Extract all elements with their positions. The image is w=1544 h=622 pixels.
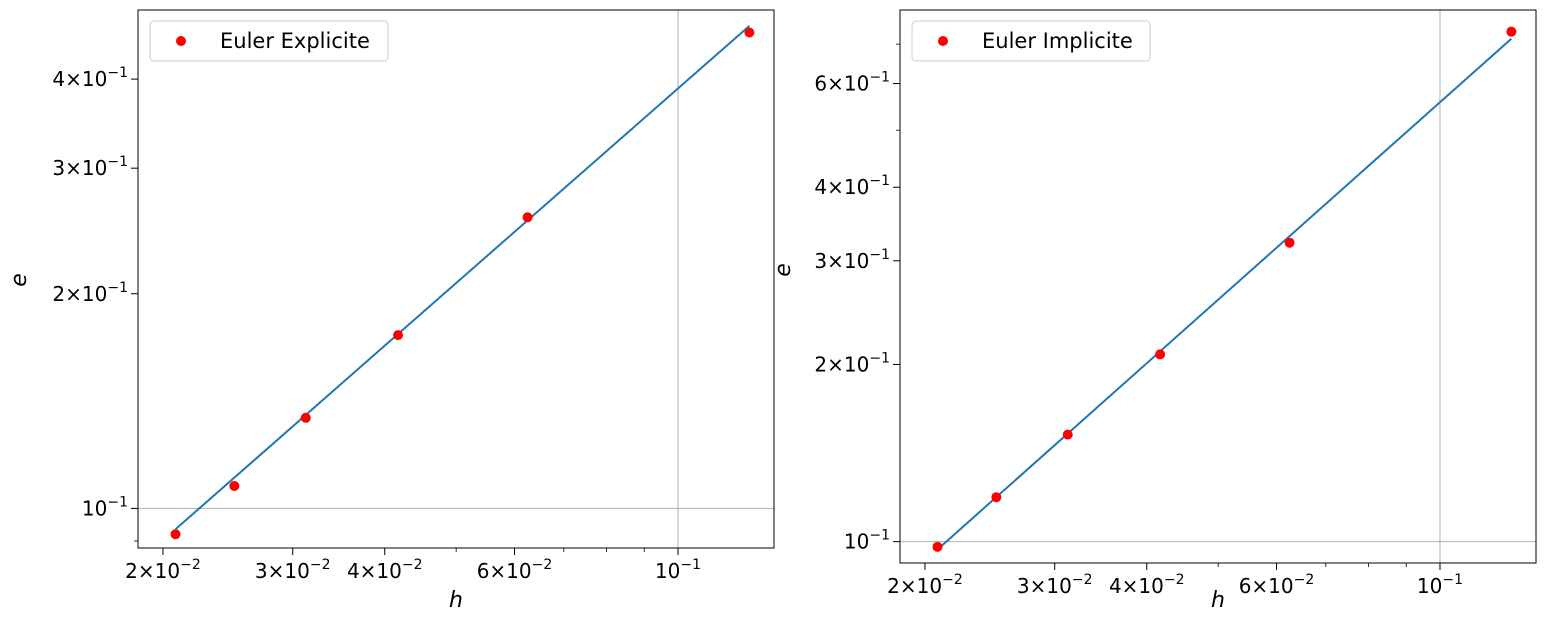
x-axis-label: h xyxy=(1211,588,1225,613)
x-tick-label-exponent: −2 xyxy=(180,557,201,573)
x-tick-label-base: 2×10 xyxy=(887,574,942,598)
x-tick-label-base: 10 xyxy=(1417,574,1442,598)
data-point xyxy=(170,529,180,539)
x-tick-label-base: 4×10 xyxy=(1109,574,1164,598)
axes-frame xyxy=(138,10,774,548)
x-tick-label-base: 3×10 xyxy=(255,559,310,583)
y-tick-label: 10−1 xyxy=(82,494,128,520)
x-tick-label-base: 4×10 xyxy=(347,559,402,583)
y-tick-label: 6×10−1 xyxy=(814,70,890,96)
y-tick-label-base: 4×10 xyxy=(814,175,869,199)
y-tick-label-base: 2×10 xyxy=(52,282,107,306)
x-tick-label: 10−1 xyxy=(655,557,701,583)
x-tick-label-exponent: −2 xyxy=(1164,572,1185,588)
x-tick-label: 6×10−2 xyxy=(477,557,553,583)
y-tick-label: 4×10−1 xyxy=(814,173,890,199)
legend: Euler Implicite xyxy=(912,21,1150,61)
x-tick-label: 2×10−2 xyxy=(887,572,963,598)
y-tick-label: 4×10−1 xyxy=(52,65,128,91)
data-point xyxy=(932,542,942,552)
legend-marker xyxy=(176,36,186,46)
y-tick-label-base: 10 xyxy=(844,530,869,554)
y-tick-label: 2×10−1 xyxy=(814,350,890,376)
y-tick-label-base: 3×10 xyxy=(52,156,107,180)
x-tick-label: 3×10−2 xyxy=(1017,572,1093,598)
x-tick-label-base: 2×10 xyxy=(125,559,180,583)
x-tick-label: 6×10−2 xyxy=(1239,572,1315,598)
data-point xyxy=(1063,430,1073,440)
x-tick-label: 2×10−2 xyxy=(125,557,201,583)
x-axis-label: h xyxy=(449,588,463,613)
y-tick-label-exponent: −1 xyxy=(869,350,890,366)
data-point xyxy=(744,27,754,37)
x-tick-label-exponent: −1 xyxy=(1442,572,1463,588)
y-tick-label-base: 4×10 xyxy=(52,67,107,91)
x-tick-label-exponent: −2 xyxy=(1072,572,1093,588)
x-tick-label-base: 10 xyxy=(655,559,680,583)
data-point xyxy=(523,212,533,222)
data-point xyxy=(229,481,239,491)
y-tick-label-exponent: −1 xyxy=(107,65,128,81)
data-point xyxy=(1506,27,1516,37)
y-tick-label: 3×10−1 xyxy=(814,247,890,273)
data-point xyxy=(1155,349,1165,359)
x-tick-label: 3×10−2 xyxy=(255,557,331,583)
y-tick-label-exponent: −1 xyxy=(869,70,890,86)
y-tick-label-exponent: −1 xyxy=(869,173,890,189)
y-tick-label-base: 3×10 xyxy=(814,249,869,273)
data-point xyxy=(991,492,1001,502)
chart-panel-2: 2×10−2 3×10−2 4×10−2 6×10−2 10−110−12×10−13×… xyxy=(771,10,1536,613)
x-tick-label-exponent: −2 xyxy=(310,557,331,573)
x-tick-label-exponent: −2 xyxy=(532,557,553,573)
y-tick-label: 2×10−1 xyxy=(52,280,128,306)
legend-label: Euler Implicite xyxy=(982,29,1133,53)
x-tick-label: 4×10−2 xyxy=(347,557,423,583)
x-tick-label-base: 3×10 xyxy=(1017,574,1072,598)
axes-frame xyxy=(900,10,1536,563)
x-tick-label-base: 6×10 xyxy=(1239,574,1294,598)
y-tick-label: 3×10−1 xyxy=(52,154,128,180)
x-tick-label-exponent: −2 xyxy=(942,572,963,588)
x-tick-label-exponent: −2 xyxy=(1294,572,1315,588)
y-tick-label-base: 10 xyxy=(82,496,107,520)
y-tick-label-exponent: −1 xyxy=(107,280,128,296)
y-tick-label-exponent: −1 xyxy=(869,528,890,544)
data-point xyxy=(301,413,311,423)
fit-line xyxy=(175,26,749,529)
x-tick-label-exponent: −1 xyxy=(680,557,701,573)
y-tick-label-base: 2×10 xyxy=(814,352,869,376)
legend-marker xyxy=(938,36,948,46)
data-point xyxy=(1285,238,1295,248)
legend: Euler Explicite xyxy=(150,21,388,61)
legend-label: Euler Explicite xyxy=(220,29,370,53)
y-tick-label-base: 6×10 xyxy=(814,72,869,96)
y-axis-label: e xyxy=(771,263,796,277)
fit-line xyxy=(937,39,1511,550)
data-point xyxy=(393,330,403,340)
y-tick-label: 10−1 xyxy=(844,528,890,554)
y-tick-label-exponent: −1 xyxy=(107,494,128,510)
y-axis-label: e xyxy=(7,273,32,287)
x-tick-label: 10−1 xyxy=(1417,572,1463,598)
x-tick-label-exponent: −2 xyxy=(402,557,423,573)
y-tick-label-exponent: −1 xyxy=(869,247,890,263)
y-tick-label-exponent: −1 xyxy=(107,154,128,170)
x-tick-label-base: 6×10 xyxy=(477,559,532,583)
chart-panel-1: 2×10−2 3×10−2 4×10−2 6×10−2 10−110−12×10−13×… xyxy=(7,10,774,613)
x-tick-label: 4×10−2 xyxy=(1109,572,1185,598)
